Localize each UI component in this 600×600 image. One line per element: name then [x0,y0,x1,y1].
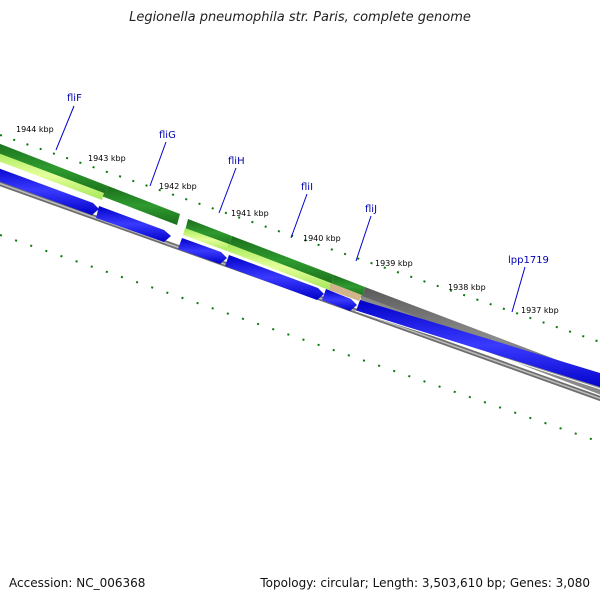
cds-arrow-fliH [178,238,227,264]
kbp-labels: 1944 kbp 1943 kbp 1942 kbp 1941 kbp 1940… [16,125,559,315]
callout-line-fliG [149,141,167,187]
topology-text: Topology: circular; Length: 3,503,610 bp… [260,576,590,590]
cds-arrow-fliJ [322,289,357,311]
gene-labels: fliF fliG fliH fliI fliJ lpp1719 [67,93,549,266]
accession-text: Accession: NC_006368 [9,576,146,590]
kbp-label-1941: 1941 kbp [231,209,269,218]
kbp-label-1944: 1944 kbp [16,125,54,134]
callout-line-fliJ [355,215,372,262]
callout-line-lpp1719 [511,266,526,313]
tick-row-lower [0,234,600,443]
map-title: Legionella pneumophila str. Paris, compl… [129,10,471,25]
gene-label-lpp1719[interactable]: lpp1719 [508,255,549,266]
kbp-label-1937: 1937 kbp [521,306,559,315]
cds-arrow-fliF [0,168,99,215]
callout-line-fliF [55,105,75,151]
callout-line-fliI [290,193,308,239]
cds-arrow-fliI [225,255,324,300]
kbp-label-1938: 1938 kbp [448,283,486,292]
kbp-label-1942: 1942 kbp [159,182,197,191]
gene-label-fliF[interactable]: fliF [67,93,82,104]
cds-arrow-lpp1719 [356,300,600,387]
tick-row-upper [0,134,600,343]
kbp-label-1939: 1939 kbp [375,259,413,268]
kbp-label-1940: 1940 kbp [303,234,341,243]
gene-label-fliG[interactable]: fliG [159,130,176,141]
callout-line-fliH [218,167,237,214]
cds-track [0,168,600,390]
gene-label-fliI[interactable]: fliI [301,182,313,193]
kbp-label-1943: 1943 kbp [88,154,126,163]
gene-label-fliH[interactable]: fliH [228,156,245,167]
cds-arrow-fliG [96,206,171,242]
gene-callout-lines [55,105,526,313]
gene-label-fliJ[interactable]: fliJ [365,204,377,215]
